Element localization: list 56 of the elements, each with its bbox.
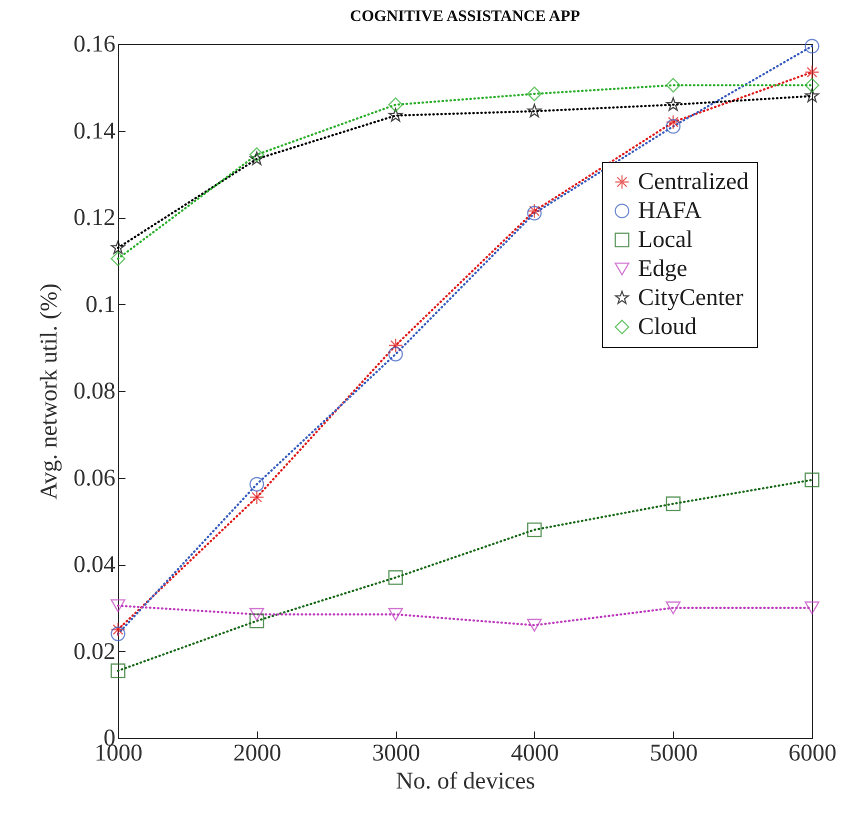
point [804, 472, 820, 488]
point [250, 152, 264, 166]
point [249, 490, 264, 505]
x-tick-label: 6000 [788, 740, 836, 766]
point [666, 496, 681, 512]
x-tick-label: 5000 [650, 740, 698, 766]
point [527, 618, 542, 632]
point [388, 346, 403, 362]
point [527, 86, 542, 102]
point [110, 663, 126, 678]
x-axis-title: No. of devices [396, 768, 536, 794]
y-tick-label: 0.14 [74, 118, 116, 144]
point [804, 88, 820, 102]
x-tick-label: 4000 [510, 740, 559, 766]
point [388, 338, 403, 353]
point [110, 240, 126, 254]
legend-label: HAFA [638, 198, 702, 224]
point [666, 119, 681, 134]
y-tick-label: 0.1 [86, 292, 116, 318]
point [666, 97, 680, 111]
x-tick-label: 3000 [372, 740, 420, 766]
chart-title: COGNITIVE ASSISTANCE APP [350, 8, 580, 25]
legend-label: Cloud [638, 314, 697, 340]
point [249, 476, 264, 492]
point [804, 601, 820, 614]
y-axis-title: Avg. network util. (%) [36, 283, 62, 500]
legend-label: Centralized [638, 168, 749, 195]
point [804, 64, 820, 80]
point [110, 599, 126, 612]
point [110, 622, 126, 637]
point [804, 78, 820, 93]
point [249, 614, 264, 628]
point [388, 97, 403, 112]
point [388, 608, 403, 621]
y-tick-label: 0.04 [74, 552, 116, 578]
point [388, 108, 403, 122]
point [527, 522, 542, 538]
y-tick-label: 0.02 [74, 638, 116, 665]
y-tick-label: 0.06 [74, 465, 116, 492]
y-tick-label: 0.16 [74, 32, 116, 58]
point [666, 601, 681, 614]
y-tick-label: 0.12 [74, 205, 116, 231]
point [388, 570, 403, 585]
point [249, 147, 264, 162]
point [249, 608, 264, 621]
point [527, 104, 542, 118]
legend-label: Edge [638, 256, 688, 282]
x-tick-label: 2000 [233, 740, 282, 766]
point [804, 38, 820, 54]
legend-label: CityCenter [638, 284, 744, 311]
point [666, 78, 681, 93]
y-tick-label: 0.08 [74, 378, 116, 404]
point [110, 626, 126, 642]
legend-label: Local [638, 226, 693, 253]
point [110, 251, 126, 266]
point [666, 114, 681, 130]
